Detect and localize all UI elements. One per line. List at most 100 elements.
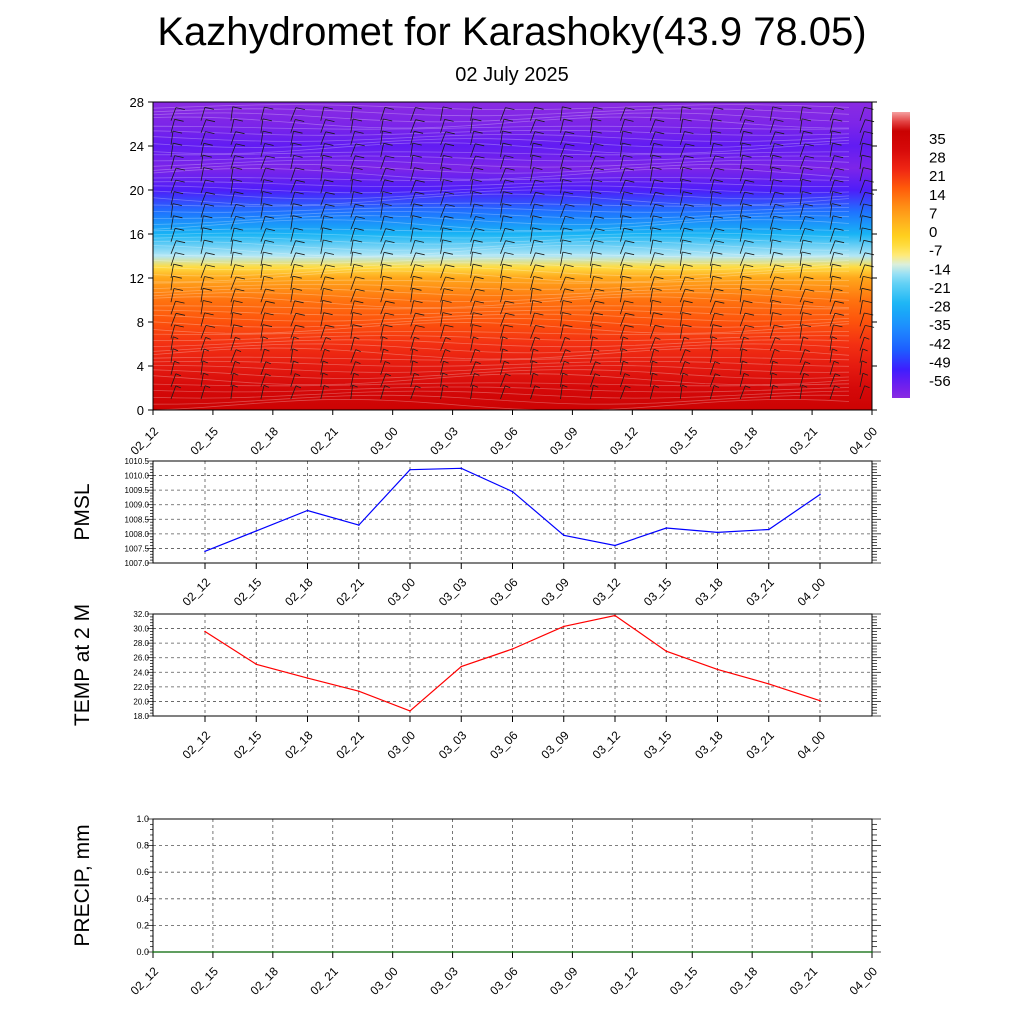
wind-barb	[709, 361, 716, 375]
wind-barb-flag	[532, 300, 542, 303]
wind-barb	[170, 385, 177, 400]
wind-barb	[530, 325, 536, 339]
wind-barb	[620, 155, 624, 170]
wind-barb-flag	[652, 154, 662, 158]
wind-barb	[170, 179, 177, 194]
wind-barb	[230, 312, 234, 327]
wind-barb	[200, 264, 207, 279]
wind-barb	[350, 191, 354, 206]
wind-barb-flag	[622, 203, 632, 207]
data-point	[451, 951, 454, 953]
wind-barb	[649, 349, 655, 363]
wind-barb	[350, 385, 353, 400]
wind-barb	[829, 119, 834, 133]
wind-barb-flag	[204, 203, 215, 207]
wind-barb-flag	[355, 216, 365, 219]
wind-barb-flag	[472, 251, 482, 255]
wind-barb	[230, 324, 234, 339]
wind-barb-flag	[801, 118, 812, 122]
wind-barb-flag	[771, 166, 782, 170]
wind-barb	[380, 143, 384, 158]
wind-barb-flag	[653, 348, 660, 352]
wind-barb-flag	[263, 203, 273, 207]
wind-barb	[679, 373, 684, 387]
wind-barb-flag	[534, 336, 541, 340]
data-point	[409, 710, 411, 712]
wind-barb	[230, 204, 237, 218]
wind-barb-flag	[472, 324, 482, 327]
wind-barb	[410, 192, 416, 206]
wind-barb-flag	[412, 287, 422, 291]
wind-barb	[320, 227, 324, 242]
wind-barb-flag	[715, 300, 725, 304]
wind-barb-flag	[234, 227, 244, 231]
wind-barb	[320, 215, 325, 230]
wind-barb-flag	[295, 312, 305, 316]
x-tick-label: 02_15	[231, 728, 265, 762]
wind-barb	[859, 131, 865, 146]
wind-barb-flag	[715, 373, 721, 377]
wind-barb-flag	[504, 360, 510, 364]
wind-barb	[170, 264, 174, 279]
wind-barb	[260, 228, 267, 242]
wind-barb-flag	[445, 131, 455, 135]
x-tick-label: 03_09	[538, 575, 572, 609]
wind-barb-flag	[625, 385, 631, 389]
wind-barb-flag	[744, 264, 754, 267]
x-tick-label: 02_12	[128, 964, 162, 998]
wind-barb	[709, 264, 713, 279]
wind-barb-flag	[383, 324, 393, 328]
wind-barb-flag	[414, 167, 424, 171]
wind-barb-flag	[534, 203, 544, 207]
wind-barb	[829, 373, 836, 388]
wind-barb-flag	[442, 372, 448, 376]
colorbar-label: -35	[929, 317, 951, 334]
wind-barb-flag	[622, 142, 632, 146]
wind-barb-flag	[353, 191, 363, 195]
wind-barb	[500, 228, 506, 242]
temperature-contour	[152, 254, 850, 258]
x-tick-label: 02_15	[231, 575, 265, 609]
wind-barb-flag	[443, 360, 449, 364]
wind-barb-flag	[562, 166, 572, 170]
wind-barb	[470, 167, 475, 182]
x-tick-label: 02_21	[307, 424, 341, 458]
wind-barb-flag	[774, 191, 784, 195]
wind-barb-flag	[744, 312, 755, 316]
wind-barb-flag	[325, 337, 331, 340]
wind-barb-flag	[292, 348, 298, 352]
wind-barb-flag	[595, 300, 605, 304]
wind-barb	[859, 325, 866, 339]
wind-barb	[649, 239, 654, 254]
wind-barb-flag	[774, 349, 780, 352]
wind-barb	[679, 191, 684, 206]
wind-barb	[500, 130, 503, 145]
wind-barb-flag	[712, 118, 722, 122]
wind-barb-flag	[412, 215, 422, 219]
wind-barb	[170, 191, 175, 206]
wind-barb-flag	[415, 179, 425, 183]
wind-barb-flag	[173, 263, 183, 267]
wind-barb-flag	[534, 385, 541, 389]
data-point	[511, 490, 514, 493]
wind-barb-flag	[232, 106, 242, 110]
wind-barb-flag	[174, 360, 180, 364]
wind-barb	[230, 349, 237, 363]
x-tick-label: 02_18	[247, 964, 281, 998]
wind-barb-flag	[383, 251, 394, 255]
temperature-contour	[152, 373, 850, 386]
y-tick-label: 24	[130, 139, 144, 154]
wind-barb-flag	[502, 348, 508, 352]
wind-barb	[649, 143, 655, 158]
wind-barb	[380, 361, 386, 375]
wind-barb-flag	[593, 203, 603, 207]
wind-barb-flag	[804, 155, 815, 159]
colorbar-scale	[892, 112, 910, 398]
wind-barb-flag	[444, 215, 454, 219]
wind-barb	[200, 131, 206, 146]
wind-barb-flag	[834, 312, 844, 316]
wind-barb	[799, 167, 804, 182]
y-tick-label: 30.0	[133, 625, 149, 634]
wind-barb-flag	[234, 191, 244, 195]
wind-barb-flag	[472, 191, 482, 194]
